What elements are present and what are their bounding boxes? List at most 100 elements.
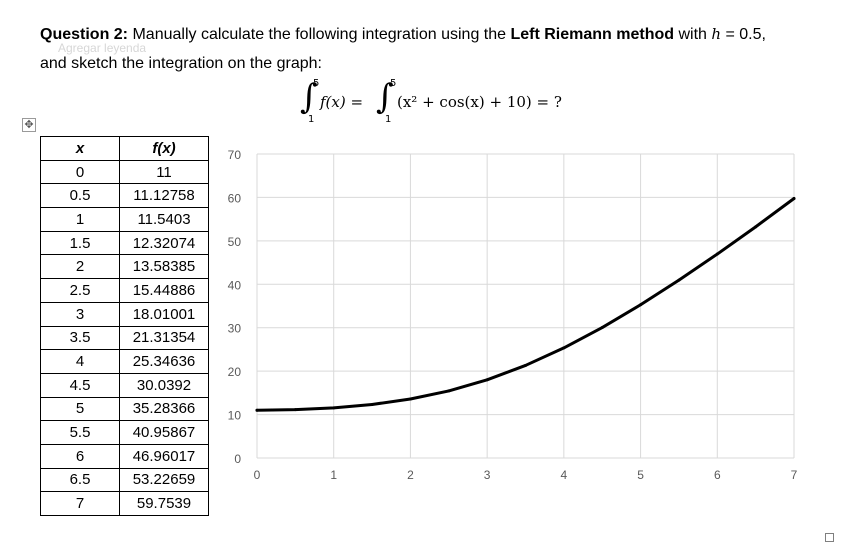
table-row: 1 11.5403 [40,207,209,232]
y-tick-label: 50 [228,235,242,249]
x-tick-label: 6 [714,468,721,482]
header-fx: f(x) [119,136,209,161]
table-row: 2 13.58385 [40,254,209,280]
table-body: 0 11 0.5 11.12758 1 11.5403 1.5 12.32074 2 13.583… [40,159,209,516]
x-tick-label: 7 [791,468,798,482]
x-cell: 6 [40,443,120,469]
x-tick-label: 3 [484,468,491,482]
integrand-expression: (x² + cos(x) + 10) = ? [397,93,562,111]
fx-cell: 40.95867 [119,420,209,445]
question-label: Question 2: [40,26,129,43]
table-row: 6 46.96017 [40,443,209,469]
fx-cell: 15.44886 [119,278,209,303]
x-cell: 3.5 [40,325,120,351]
data-point [677,278,681,282]
table-row: 7 59.7539 [40,491,209,516]
x-tick-label: 4 [561,468,568,482]
x-cell: 1.5 [40,230,120,256]
x-cell: 5 [40,396,120,422]
y-tick-label: 30 [228,322,242,336]
y-tick-label: 70 [228,148,242,162]
data-point [715,252,719,256]
integral-sign-2: ∫ [376,77,394,117]
x-tick-label: 0 [254,468,261,482]
fx-cell: 25.34636 [119,349,209,374]
x-tick-label: 5 [637,468,644,482]
fx-cell: 11.12758 [119,183,209,209]
y-tick-label: 10 [228,409,242,423]
x-cell: 1 [40,207,120,232]
function-lhs: f(x) = [320,93,364,111]
table-row: 3.5 21.31354 [40,325,209,351]
table-header-row: x f(x) [40,136,209,161]
upper-limit: 5 [313,78,320,89]
caption-placeholder[interactable]: Agregar leyenda [58,41,147,55]
x-cell: 5.5 [40,420,120,445]
table-row: 4.5 30.0392 [40,372,209,398]
table-row: 0.5 11.12758 [40,183,209,209]
table-row: 4 25.34636 [40,349,209,374]
data-point [754,225,758,229]
data-point [485,378,489,382]
fx-cell: 13.58385 [119,254,209,280]
question-line-1: Question 2: Manually calculate the follo… [40,20,840,49]
step-variable: h [711,25,722,43]
data-point [524,363,527,367]
y-tick-label: 20 [228,365,242,379]
data-point [562,346,566,350]
data-point [293,408,297,412]
fx-cell: 18.01001 [119,301,209,327]
x-cell: 0 [40,159,120,185]
lower-limit-2: 1 [385,114,392,125]
x-cell: 4 [40,349,120,374]
x-cell: 3 [40,301,120,327]
x-cell: 7 [40,491,120,516]
step-value: = 0.5, [721,26,766,43]
fx-cell: 21.31354 [119,325,209,351]
table-move-handle-icon[interactable]: ✥ [22,118,36,132]
data-point [255,408,259,412]
data-point [600,326,604,330]
table-row: 5.5 40.95867 [40,420,209,445]
series-line [255,197,796,412]
data-point [639,303,643,307]
question-line-2: and sketch the integration on the graph: [40,55,322,72]
table-row: 1.5 12.32074 [40,230,209,256]
table-row: 3 18.01001 [40,301,209,327]
upper-limit-2: 5 [390,78,397,89]
question-text-part-1: Manually calculate the following integra… [128,26,511,43]
integral-sign: ∫ [300,77,318,117]
data-table: x f(x) 0 11 0.5 11.12758 1 11.5403 1.5 12.32074… [40,136,209,516]
resize-handle[interactable] [825,533,834,542]
fx-cell: 11.5403 [119,207,209,232]
lower-limit: 1 [308,114,315,125]
method-name: Left Riemann method [510,26,675,43]
fx-cell: 11 [119,159,209,185]
data-point [408,397,412,401]
data-point [332,406,336,410]
x-cell: 4.5 [40,372,120,398]
table-row: 6.5 53.22659 [40,467,209,493]
x-cell: 6.5 [40,467,120,493]
header-x: x [40,136,120,161]
table-row: 5 35.28366 [40,396,209,422]
y-tick-label: 0 [234,452,241,466]
x-tick-label: 1 [330,468,337,482]
fx-cell: 59.7539 [119,491,209,516]
x-cell: 2 [40,254,120,280]
x-cell: 2.5 [40,278,120,303]
y-tick-label: 60 [228,191,242,205]
table-row: 2.5 15.44886 [40,278,209,303]
y-tick-label: 40 [228,278,242,292]
table-row: 0 11 [40,159,209,185]
data-point [792,196,796,200]
question-text: Question 2: Manually calculate the follo… [40,20,840,78]
fx-cell: 53.22659 [119,467,209,493]
data-point [447,389,451,393]
function-chart: 0 10 20 30 40 50 60 70 0 1 2 3 4 5 6 7 [228,148,798,482]
x-tick-label: 2 [407,468,414,482]
fx-cell: 30.0392 [119,372,209,398]
x-cell: 0.5 [40,183,120,209]
question-text-part-2: with [674,26,712,43]
fx-cell: 35.28366 [119,396,209,422]
